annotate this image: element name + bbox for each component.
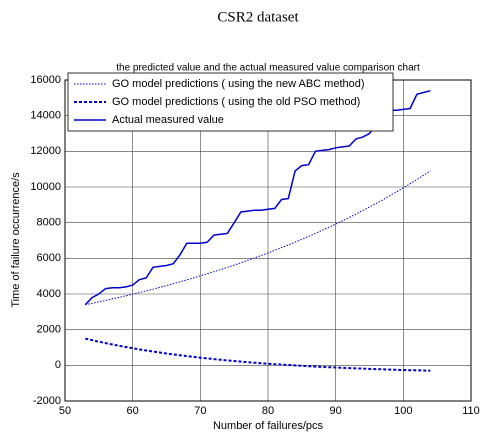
y-tick-label: 16000	[30, 74, 61, 86]
x-tick-label: 90	[330, 405, 342, 417]
y-tick-label: 6000	[37, 252, 61, 264]
x-tick-label: 60	[127, 405, 139, 417]
y-tick-label: 14000	[30, 110, 61, 122]
x-tick-label: 70	[194, 405, 206, 417]
chart-title: CSR2 dataset	[217, 9, 299, 25]
y-tick-label: 2000	[37, 324, 61, 336]
legend-box	[67, 72, 394, 132]
x-tick-label: 80	[262, 405, 274, 417]
y-tick-label: 0	[55, 359, 61, 371]
x-tick-label: 110	[462, 405, 480, 417]
legend-label: GO model predictions ( using the new ABC…	[112, 78, 365, 90]
y-tick-label: 4000	[37, 288, 61, 300]
legend-label: Actual measured value	[112, 114, 224, 126]
legend: GO model predictions ( using the new ABC…	[67, 72, 394, 132]
y-tick-label: 10000	[30, 181, 61, 193]
y-tick-label: 12000	[30, 145, 61, 157]
x-axis-label: Number of failures/pcs	[213, 420, 324, 432]
x-tick-label: 50	[59, 405, 71, 417]
x-tick-label: 100	[394, 405, 412, 417]
y-axis-label: Time of failure occurrence/s	[10, 172, 22, 308]
y-tick-label: -2000	[33, 395, 61, 407]
y-tick-label: 8000	[37, 217, 61, 229]
chart-subtitle: the predicted value and the actual measu…	[116, 63, 420, 74]
legend-label: GO model predictions ( using the old PSO…	[112, 96, 360, 108]
